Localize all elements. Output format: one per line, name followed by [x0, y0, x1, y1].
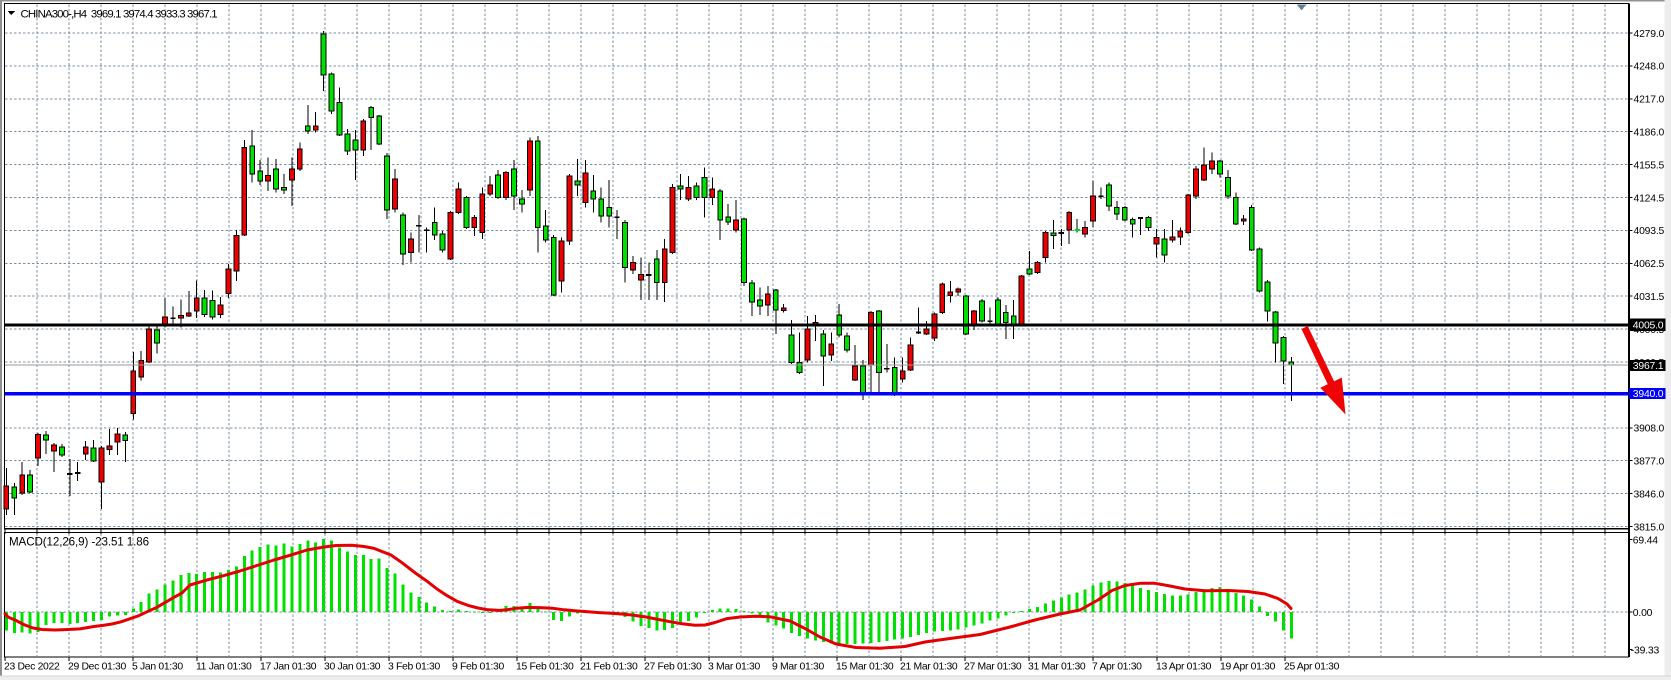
svg-text:69.44: 69.44 — [1633, 536, 1658, 547]
svg-text:3 Mar 01:30: 3 Mar 01:30 — [708, 661, 760, 672]
svg-text:27 Mar 01:30: 27 Mar 01:30 — [964, 661, 1022, 672]
svg-text:3908.0: 3908.0 — [1634, 424, 1665, 435]
svg-text:4279.0: 4279.0 — [1634, 29, 1665, 40]
svg-text:0.00: 0.00 — [1633, 608, 1653, 619]
svg-text:3815.0: 3815.0 — [1634, 522, 1665, 533]
svg-text:3846.0: 3846.0 — [1634, 489, 1665, 500]
svg-text:MACD(12,26,9) -23.51 1.86: MACD(12,26,9) -23.51 1.86 — [9, 536, 149, 549]
svg-text:9 Feb 01:30: 9 Feb 01:30 — [452, 661, 504, 672]
svg-text:4155.5: 4155.5 — [1634, 160, 1665, 171]
svg-text:21 Mar 01:30: 21 Mar 01:30 — [900, 661, 958, 672]
svg-text:29 Dec 01:30: 29 Dec 01:30 — [68, 661, 127, 672]
svg-text:4031.5: 4031.5 — [1634, 292, 1665, 303]
svg-text:3 Feb 01:30: 3 Feb 01:30 — [388, 661, 440, 672]
svg-text:13 Apr 01:30: 13 Apr 01:30 — [1156, 661, 1212, 672]
svg-text:-39.33: -39.33 — [1631, 645, 1660, 656]
svg-text:15 Mar 01:30: 15 Mar 01:30 — [836, 661, 894, 672]
svg-text:7 Apr 01:30: 7 Apr 01:30 — [1092, 661, 1142, 672]
svg-text:4062.5: 4062.5 — [1634, 259, 1665, 270]
svg-text:11 Jan 01:30: 11 Jan 01:30 — [196, 661, 252, 672]
svg-text:19 Apr 01:30: 19 Apr 01:30 — [1220, 661, 1276, 672]
svg-text:17 Jan 01:30: 17 Jan 01:30 — [260, 661, 317, 672]
svg-text:25 Apr 01:30: 25 Apr 01:30 — [1284, 661, 1340, 672]
svg-text:4217.0: 4217.0 — [1634, 95, 1665, 106]
svg-text:3940.0: 3940.0 — [1633, 389, 1664, 400]
svg-text:4093.5: 4093.5 — [1634, 226, 1665, 237]
svg-text:31 Mar 01:30: 31 Mar 01:30 — [1028, 661, 1086, 672]
svg-text:4005.0: 4005.0 — [1633, 321, 1664, 332]
svg-text:9 Mar 01:30: 9 Mar 01:30 — [772, 661, 824, 672]
svg-text:23 Dec 2022: 23 Dec 2022 — [4, 661, 60, 672]
svg-text:3967.1: 3967.1 — [1633, 361, 1664, 372]
svg-text:30 Jan 01:30: 30 Jan 01:30 — [324, 661, 381, 672]
svg-text:5 Jan 01:30: 5 Jan 01:30 — [132, 661, 183, 672]
svg-text:CHINA300-,H4 3969.1 3974.4 39: CHINA300-,H4 3969.1 3974.4 3933.3 3967.1 — [21, 8, 218, 20]
svg-text:4124.5: 4124.5 — [1634, 193, 1665, 204]
svg-text:4248.0: 4248.0 — [1634, 62, 1665, 73]
svg-text:3877.0: 3877.0 — [1634, 457, 1665, 468]
svg-text:21 Feb 01:30: 21 Feb 01:30 — [580, 661, 638, 672]
svg-text:27 Feb 01:30: 27 Feb 01:30 — [644, 661, 702, 672]
svg-text:4186.0: 4186.0 — [1634, 128, 1665, 139]
svg-text:15 Feb 01:30: 15 Feb 01:30 — [516, 661, 574, 672]
